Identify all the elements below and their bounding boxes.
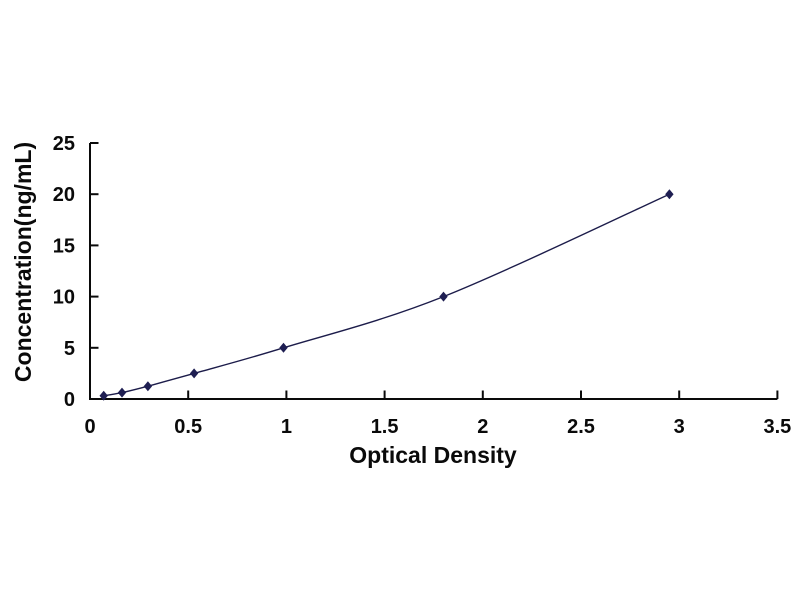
- svg-text:0.5: 0.5: [174, 416, 202, 438]
- svg-text:1: 1: [281, 416, 292, 438]
- svg-text:2: 2: [477, 416, 488, 438]
- svg-text:20: 20: [53, 184, 75, 206]
- svg-text:5: 5: [64, 338, 75, 360]
- svg-text:0: 0: [64, 389, 75, 411]
- svg-text:10: 10: [53, 287, 75, 309]
- svg-text:15: 15: [53, 235, 75, 257]
- svg-text:Concentration(ng/mL): Concentration(ng/mL): [10, 142, 36, 382]
- svg-text:2.5: 2.5: [567, 416, 595, 438]
- svg-text:Optical Density: Optical Density: [349, 442, 517, 468]
- svg-text:3.5: 3.5: [763, 416, 791, 438]
- svg-text:25: 25: [53, 133, 75, 155]
- svg-text:0: 0: [84, 416, 95, 438]
- svg-text:1.5: 1.5: [371, 416, 399, 438]
- svg-text:3: 3: [674, 416, 685, 438]
